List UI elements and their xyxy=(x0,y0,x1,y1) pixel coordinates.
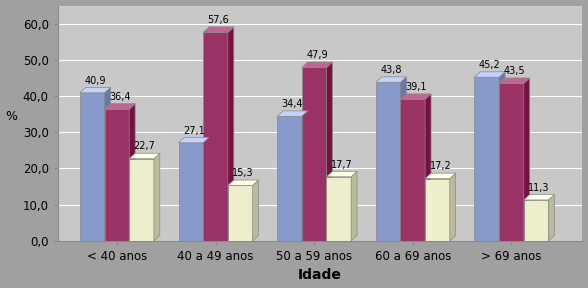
Bar xyxy=(425,179,450,241)
Polygon shape xyxy=(179,137,209,143)
Polygon shape xyxy=(549,194,554,241)
Polygon shape xyxy=(326,62,332,241)
Bar xyxy=(129,159,154,241)
Bar xyxy=(326,177,351,241)
Polygon shape xyxy=(228,180,258,185)
Text: 15,3: 15,3 xyxy=(232,168,254,178)
Bar xyxy=(400,99,425,241)
Text: 34,4: 34,4 xyxy=(282,99,303,109)
Polygon shape xyxy=(326,171,357,177)
Bar xyxy=(499,84,524,241)
Bar xyxy=(376,82,400,241)
Text: 11,3: 11,3 xyxy=(528,183,550,193)
X-axis label: Idade: Idade xyxy=(298,268,342,283)
Polygon shape xyxy=(302,111,308,241)
Polygon shape xyxy=(400,94,431,99)
Text: 17,7: 17,7 xyxy=(331,160,353,170)
Polygon shape xyxy=(105,87,111,241)
Polygon shape xyxy=(524,194,554,200)
Polygon shape xyxy=(302,62,332,67)
Polygon shape xyxy=(450,173,456,241)
Text: 22,7: 22,7 xyxy=(133,141,155,151)
Text: 17,2: 17,2 xyxy=(429,161,451,171)
Polygon shape xyxy=(129,153,160,159)
Polygon shape xyxy=(499,78,530,84)
Text: 45,2: 45,2 xyxy=(479,60,500,70)
Y-axis label: %: % xyxy=(5,110,18,123)
Polygon shape xyxy=(499,72,505,241)
Text: 47,9: 47,9 xyxy=(306,50,328,60)
Polygon shape xyxy=(425,94,431,241)
Polygon shape xyxy=(475,72,505,77)
Polygon shape xyxy=(203,27,234,32)
Text: 43,5: 43,5 xyxy=(503,66,525,76)
Bar xyxy=(302,67,326,241)
Bar xyxy=(277,116,302,241)
Polygon shape xyxy=(228,27,234,241)
Polygon shape xyxy=(80,87,111,93)
Text: 40,9: 40,9 xyxy=(85,75,106,86)
Text: 57,6: 57,6 xyxy=(208,15,229,25)
Text: 27,1: 27,1 xyxy=(183,126,205,136)
Bar xyxy=(475,77,499,241)
Polygon shape xyxy=(524,78,530,241)
Bar xyxy=(228,185,252,241)
Polygon shape xyxy=(203,137,209,241)
Bar xyxy=(203,32,228,241)
Text: 36,4: 36,4 xyxy=(109,92,131,102)
Text: 39,1: 39,1 xyxy=(405,82,426,92)
Polygon shape xyxy=(400,77,406,241)
Polygon shape xyxy=(376,77,406,82)
Polygon shape xyxy=(425,173,456,179)
Polygon shape xyxy=(351,171,357,241)
Bar xyxy=(105,109,129,241)
Polygon shape xyxy=(252,180,258,241)
Polygon shape xyxy=(277,111,308,116)
Polygon shape xyxy=(129,104,135,241)
Polygon shape xyxy=(105,104,135,109)
Text: 43,8: 43,8 xyxy=(380,65,402,75)
Bar xyxy=(524,200,549,241)
Polygon shape xyxy=(154,153,160,241)
Bar xyxy=(80,93,105,241)
Bar xyxy=(179,143,203,241)
